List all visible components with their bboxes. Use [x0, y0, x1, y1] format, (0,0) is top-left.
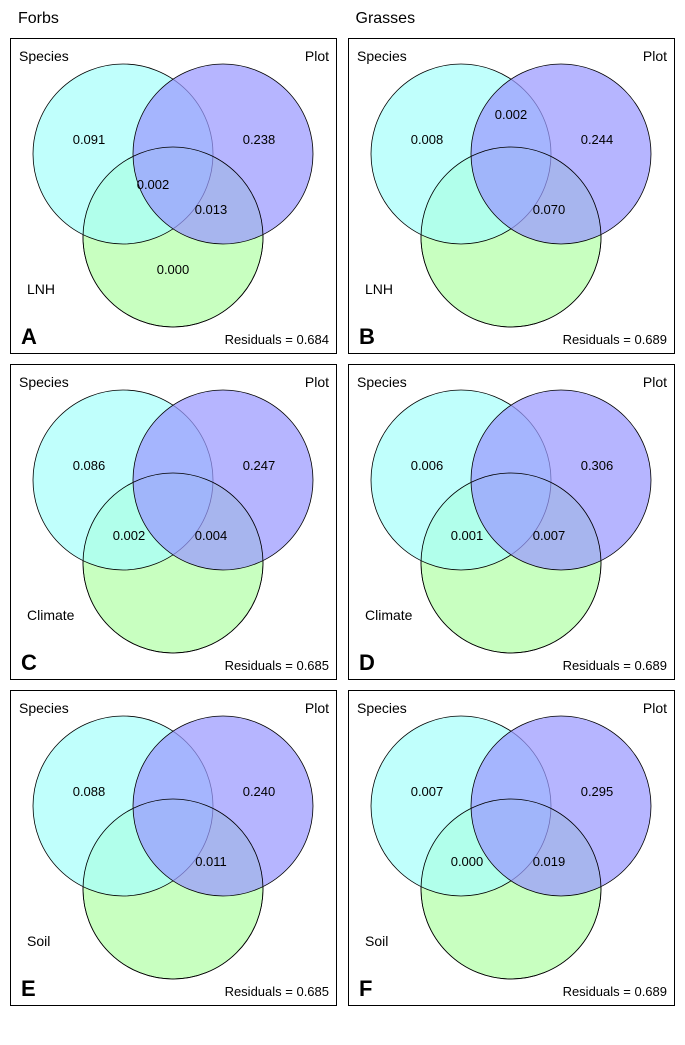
label-species: Species [357, 48, 407, 64]
label-plot: Plot [642, 48, 666, 64]
val-species-plot: 0.002 [494, 107, 527, 122]
val-species-only: 0.007 [410, 784, 443, 799]
label-plot: Plot [305, 700, 329, 716]
residuals-text: Residuals = 0.684 [225, 332, 329, 347]
val-species-third: 0.002 [113, 528, 146, 543]
venn-panel-B: Species Plot LNH 0.008 0.244 0.002 0.070 B Resid… [348, 38, 675, 354]
val-plot-only: 0.244 [580, 132, 613, 147]
residuals-text: Residuals = 0.685 [225, 658, 329, 673]
val-species-third: 0.000 [450, 854, 483, 869]
panel-letter: B [359, 324, 375, 349]
panel-letter: C [21, 650, 37, 675]
val-species-only: 0.091 [73, 132, 106, 147]
venn-panel-A: Species Plot LNH 0.091 0.238 0.002 0.013 0.000 A… [10, 38, 337, 354]
val-species-third: 0.001 [450, 528, 483, 543]
label-third: Soil [27, 933, 50, 949]
val-third-only: 0.000 [157, 262, 190, 277]
venn-panel-E: Species Plot Soil 0.088 0.240 0.011 E Residuals… [10, 690, 337, 1006]
residuals-text: Residuals = 0.689 [562, 332, 666, 347]
residuals-text: Residuals = 0.689 [562, 658, 666, 673]
val-species-only: 0.008 [410, 132, 443, 147]
venn-panel-F: Species Plot Soil 0.007 0.295 0.000 0.019 F Resi… [348, 690, 675, 1006]
label-plot: Plot [642, 700, 666, 716]
residuals-text: Residuals = 0.685 [225, 984, 329, 999]
panel-letter: A [21, 324, 37, 349]
val-plot-third: 0.013 [195, 202, 228, 217]
val-species-only: 0.088 [73, 784, 106, 799]
label-third: LNH [365, 281, 393, 297]
val-species-plot-third: 0.002 [137, 177, 170, 192]
label-third: LNH [27, 281, 55, 297]
label-species: Species [19, 48, 69, 64]
label-third: Climate [365, 607, 413, 623]
label-third: Soil [365, 933, 388, 949]
label-plot: Plot [305, 48, 329, 64]
val-plot-only: 0.247 [243, 458, 276, 473]
val-species-only: 0.086 [73, 458, 106, 473]
label-species: Species [357, 700, 407, 716]
val-plot-only: 0.306 [580, 458, 613, 473]
val-plot-third: 0.007 [532, 528, 565, 543]
column-header-1: Grasses [348, 10, 676, 28]
label-species: Species [19, 700, 69, 716]
column-header-0: Forbs [10, 10, 338, 28]
label-plot: Plot [642, 374, 666, 390]
venn-panel-C: Species Plot Climate 0.086 0.247 0.002 0.004 C R… [10, 364, 337, 680]
venn-panel-D: Species Plot Climate 0.006 0.306 0.001 0.007 D R… [348, 364, 675, 680]
val-plot-only: 0.295 [580, 784, 613, 799]
panel-letter: E [21, 976, 36, 1001]
val-plot-only: 0.238 [243, 132, 276, 147]
residuals-text: Residuals = 0.689 [562, 984, 666, 999]
val-plot-third: 0.070 [532, 202, 565, 217]
val-plot-third: 0.011 [195, 854, 227, 869]
panel-letter: D [359, 650, 375, 675]
val-species-only: 0.006 [410, 458, 443, 473]
label-plot: Plot [305, 374, 329, 390]
label-third: Climate [27, 607, 75, 623]
val-plot-third: 0.019 [532, 854, 565, 869]
val-plot-third: 0.004 [195, 528, 228, 543]
label-species: Species [19, 374, 69, 390]
panel-letter: F [359, 976, 372, 1001]
label-species: Species [357, 374, 407, 390]
val-plot-only: 0.240 [243, 784, 276, 799]
